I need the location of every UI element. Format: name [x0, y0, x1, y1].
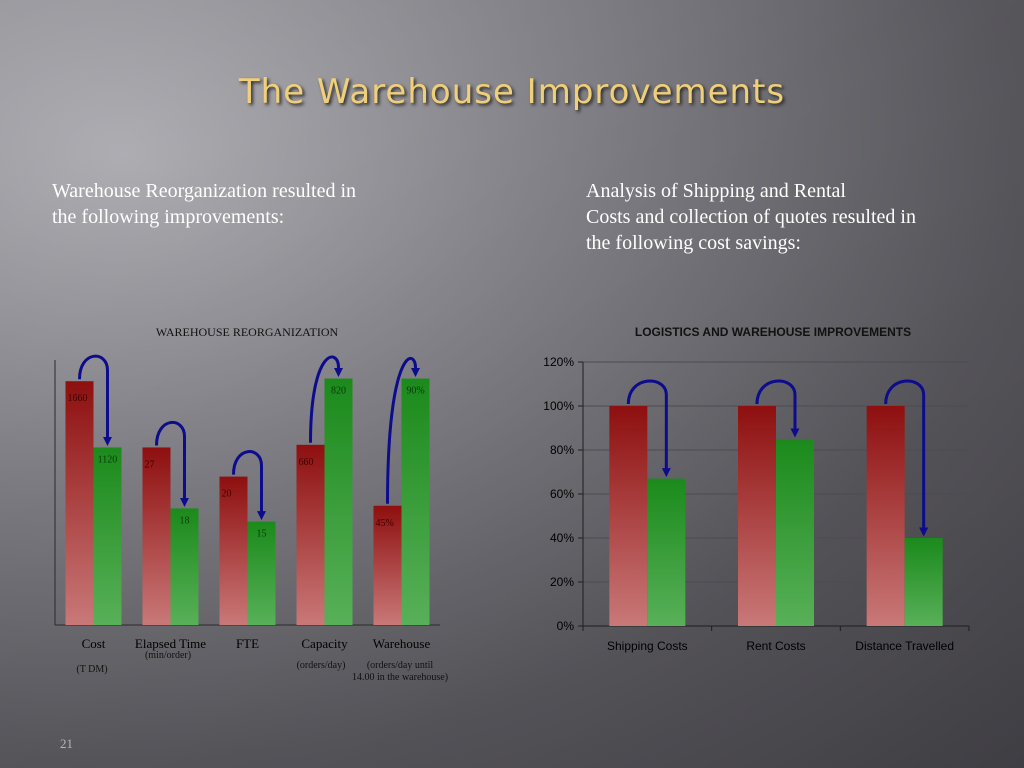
- category-label-0: Cost: [82, 636, 106, 651]
- right-description-line-3: the following cost savings:: [586, 232, 801, 254]
- bar-after-3: [324, 378, 353, 625]
- data-label-before-0: 1660: [68, 393, 88, 404]
- bar-before-3: [296, 444, 325, 625]
- category-label-4: Warehouse: [373, 636, 431, 651]
- category-label-2: Distance Travelled: [855, 639, 954, 653]
- data-label-before-1: 27: [145, 459, 155, 470]
- y-tick-label-1: 20%: [550, 575, 574, 589]
- data-label-before-3: 660: [299, 457, 314, 468]
- change-arrow-0: [626, 379, 671, 478]
- data-label-before-4: 45%: [376, 518, 394, 529]
- category-label-0: Shipping Costs: [607, 639, 688, 653]
- bar-before-1: [142, 447, 171, 625]
- y-tick-label-3: 60%: [550, 487, 574, 501]
- left-description-line-2: the following improvements:: [52, 206, 285, 228]
- bar-before-0: [65, 381, 94, 625]
- right-description: Analysis of Shipping and Rental Costs an…: [586, 178, 986, 256]
- right-description-line-1: Analysis of Shipping and Rental: [586, 180, 846, 202]
- change-arrow-2: [884, 379, 929, 537]
- category-label-1: Rent Costs: [746, 639, 805, 653]
- bar-after-2: [904, 538, 943, 626]
- bar-after-2: [247, 521, 276, 625]
- bar-after-0: [93, 447, 122, 625]
- left-description-line-1: Warehouse Reorganization resulted in: [52, 180, 357, 202]
- y-tick-label-6: 120%: [543, 355, 574, 369]
- category-note-3: (orders/day): [297, 660, 346, 671]
- y-tick-label-2: 40%: [550, 531, 574, 545]
- change-arrow-4: [386, 356, 420, 504]
- bar-before-1: [738, 406, 776, 626]
- change-arrow-1: [755, 379, 800, 438]
- data-label-after-3: 820: [331, 386, 346, 397]
- bar-before-2: [219, 476, 248, 625]
- category-label-3: Capacity: [301, 636, 348, 651]
- category-note-1: (min/order): [145, 650, 191, 661]
- change-arrow-2: [232, 450, 266, 521]
- right-description-line-2: Costs and collection of quotes resulted …: [586, 206, 916, 228]
- chart-title: LOGISTICS AND WAREHOUSE IMPROVEMENTS: [635, 325, 911, 339]
- change-arrow-1: [155, 420, 189, 507]
- chart-title: WAREHOUSE REORGANIZATION: [156, 325, 339, 339]
- category-label-1: Elapsed Time: [135, 636, 206, 651]
- bar-after-0: [647, 478, 686, 626]
- data-label-after-4: 90%: [406, 386, 424, 397]
- data-label-after-2: 15: [257, 529, 267, 540]
- bar-before-2: [866, 406, 905, 626]
- y-tick-label-5: 100%: [543, 399, 574, 413]
- category-label-2: FTE: [236, 636, 259, 651]
- bar-before-4: [373, 505, 402, 625]
- change-arrow-3: [309, 355, 343, 443]
- left-description: Warehouse Reorganization resulted in the…: [52, 178, 432, 230]
- bar-after-1: [170, 508, 199, 625]
- page-number: 21: [60, 736, 73, 751]
- y-tick-label-0: 0%: [557, 619, 575, 633]
- category-note-0: (T DM): [76, 664, 107, 675]
- data-label-after-1: 18: [180, 515, 190, 526]
- bar-after-4: [401, 378, 430, 625]
- change-arrow-0: [78, 354, 112, 446]
- data-label-before-2: 20: [222, 489, 232, 500]
- y-tick-label-4: 80%: [550, 443, 574, 457]
- data-label-after-0: 1120: [98, 454, 118, 465]
- bar-before-0: [609, 406, 648, 626]
- bar-after-1: [776, 439, 814, 626]
- slide-title: The Warehouse Improvements: [238, 72, 786, 112]
- category-note-4: (orders/day until 14.00 in the warehouse): [352, 660, 448, 683]
